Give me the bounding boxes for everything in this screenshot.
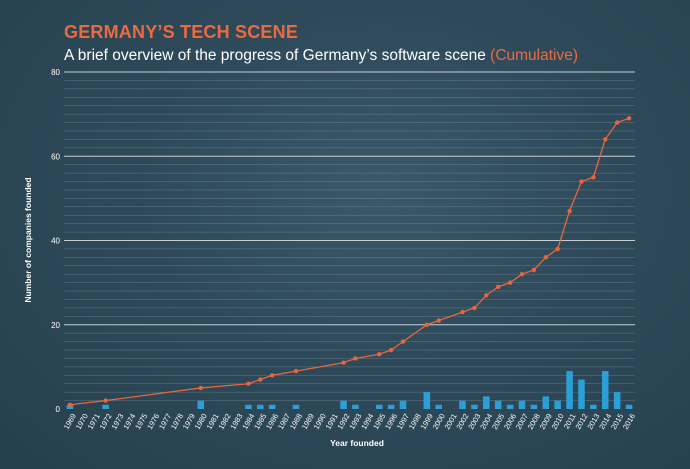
line-point (103, 398, 108, 403)
line-point (436, 318, 441, 323)
bar (494, 400, 502, 409)
bars-layer (66, 371, 633, 409)
bar (268, 404, 276, 409)
grid-lines (64, 71, 635, 401)
bar (471, 404, 478, 409)
line-point (377, 352, 382, 357)
x-axis: 1969197019711972197319741975197619771978… (62, 412, 637, 431)
bar (423, 392, 431, 409)
line-point (472, 305, 477, 311)
line-point (400, 339, 406, 344)
bar (613, 392, 621, 409)
subtitle-main: A brief overview of the progress of Germ… (64, 47, 491, 64)
line-point (424, 322, 430, 327)
line-point (603, 137, 608, 142)
cumulative-line (69, 117, 630, 406)
bar (566, 371, 573, 409)
line-point (543, 255, 548, 260)
bar (375, 404, 383, 409)
line-point (507, 280, 513, 285)
line-point (67, 402, 73, 407)
bar (554, 400, 561, 409)
y-tick-label: 20 (51, 321, 60, 330)
y-axis: 0 20 40 60 80 (51, 68, 60, 414)
bar (625, 404, 633, 409)
line-point (567, 208, 572, 214)
bar (102, 404, 109, 409)
bar (590, 404, 597, 409)
bar (542, 396, 550, 409)
bar (435, 404, 442, 409)
line-point (460, 309, 465, 315)
bar (292, 404, 300, 409)
bar (483, 396, 490, 409)
line-point (495, 284, 501, 290)
chart-subtitle: A brief overview of the progress of Germ… (64, 47, 578, 65)
bar (601, 371, 609, 409)
y-tick-label: 60 (51, 152, 60, 161)
bar (518, 400, 526, 409)
bar (340, 400, 347, 409)
line-point (591, 175, 596, 180)
x-axis-label: Year founded (330, 438, 384, 448)
line-point (579, 179, 584, 184)
line-point (341, 360, 346, 365)
line-point (246, 381, 251, 386)
line-point (484, 293, 489, 298)
y-tick-label: 40 (51, 237, 60, 246)
bar (399, 400, 407, 409)
line-point (258, 377, 263, 382)
bar (197, 400, 205, 409)
bar (257, 404, 264, 409)
y-axis-label: Number of companies founded (23, 177, 33, 302)
chart-title: GERMANY’S TECH SCENE (64, 22, 299, 42)
line-point (555, 246, 560, 252)
line-point (519, 272, 525, 277)
line-point (626, 116, 632, 121)
bar (245, 404, 252, 409)
bar (506, 404, 514, 409)
y-tick-label: 0 (56, 405, 61, 414)
line-point (293, 368, 299, 374)
bar (459, 400, 466, 409)
subtitle-highlight: (Cumulative) (490, 47, 579, 64)
line-point (198, 385, 204, 391)
bar (352, 404, 359, 409)
bar (387, 404, 395, 409)
line-point (531, 267, 537, 273)
line-point (269, 373, 275, 378)
line-point (388, 347, 394, 353)
line-layer (67, 116, 632, 407)
bar (530, 404, 538, 409)
line-point (353, 356, 358, 361)
y-tick-label: 80 (51, 68, 60, 77)
bar (578, 379, 585, 409)
line-point (614, 120, 620, 125)
x-tick-label: 2016 (621, 412, 637, 431)
